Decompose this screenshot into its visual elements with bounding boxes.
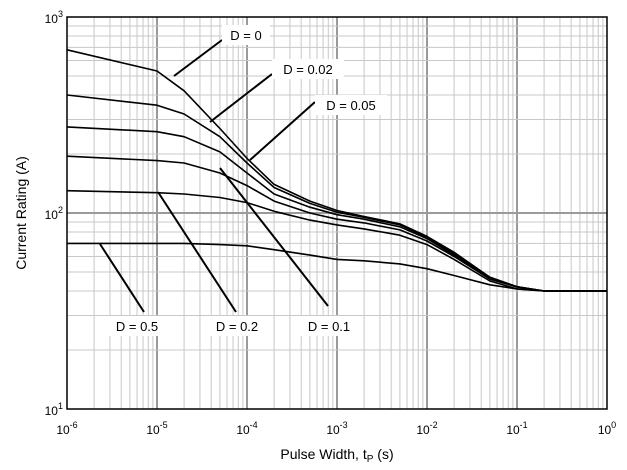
x-tick-label: 10-3 — [326, 420, 347, 437]
x-tick-labels: 10-6 10-5 10-4 10-3 10-2 10-1 100 — [56, 420, 616, 437]
annotation-label: D = 0.05 — [326, 98, 376, 113]
series-line-4 — [66, 155, 607, 292]
y-tick-label: 103 — [45, 9, 63, 26]
annotation-box — [208, 316, 266, 336]
annotation-leader-line — [209, 73, 273, 123]
annotation-box — [300, 316, 358, 336]
x-axis-label-unit: (s) — [373, 446, 393, 462]
annotation-leader-line — [249, 101, 316, 161]
x-axis-label-sub: P — [367, 454, 374, 465]
x-tick-label: 10-6 — [56, 420, 77, 437]
y-tick-label: 101 — [45, 401, 63, 418]
y-axis-label: Current Rating (A) — [13, 156, 29, 270]
annotation-label: D = 0.5 — [116, 319, 158, 334]
annotation-leader-line — [173, 39, 223, 77]
annotation-box — [222, 25, 270, 45]
x-axis-label-main: Pulse Width, t — [280, 446, 366, 462]
x-tick-label: 10-1 — [506, 420, 527, 437]
annotation-leaders — [99, 39, 329, 313]
x-tick-label: 10-2 — [416, 420, 437, 437]
plot-frame — [66, 16, 608, 410]
annotation-box — [315, 95, 387, 115]
x-tick-label: 10-4 — [236, 420, 257, 437]
grid — [67, 17, 607, 409]
annotation-boxes: D = 0 D = 0.02 D = 0.05 D = 0.5 D = 0.2 D = 0… — [108, 25, 387, 336]
annotation-leader-line — [219, 167, 329, 307]
y-tick-labels: 101 102 103 — [45, 9, 63, 418]
annotation-leader-line — [157, 191, 237, 313]
annotation-label: D = 0.1 — [308, 319, 350, 334]
series-group — [66, 49, 607, 292]
x-tick-label: 100 — [598, 420, 616, 437]
annotation-label: D = 0.02 — [283, 62, 333, 77]
annotation-box — [108, 316, 166, 336]
series-line-6 — [67, 242, 607, 292]
annotation-label: D = 0.2 — [216, 319, 258, 334]
annotation-leader-line — [99, 243, 145, 313]
annotation-label: D = 0 — [230, 28, 261, 43]
annotation-box — [272, 59, 344, 79]
x-axis-label: Pulse Width, tP (s) — [280, 446, 393, 465]
x-tick-label: 10-5 — [146, 420, 167, 437]
y-tick-label: 102 — [45, 205, 63, 222]
